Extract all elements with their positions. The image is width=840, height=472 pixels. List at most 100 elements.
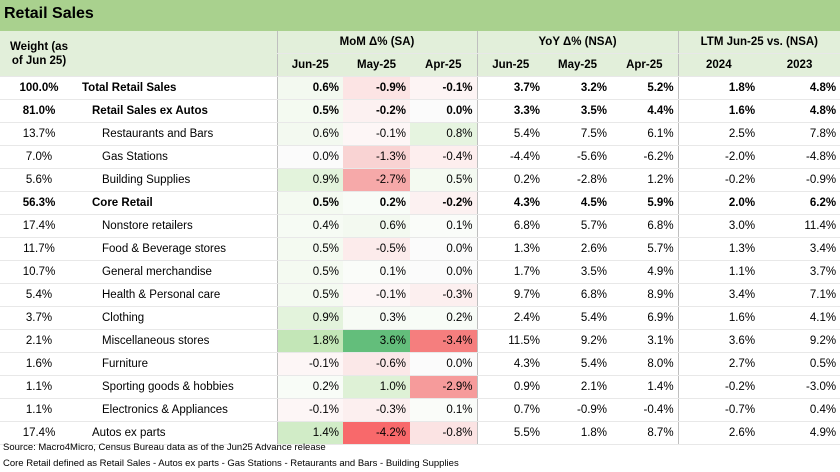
- group-header-ltm: LTM Jun-25 vs. (NSA): [677, 31, 840, 54]
- value-cell: 4.9%: [611, 260, 679, 284]
- value-cell: 1.3%: [476, 237, 545, 261]
- value-cell: 4.3%: [476, 352, 545, 376]
- value-cell: 6.2%: [759, 191, 840, 215]
- footer-note: Core Retail defined as Retail Sales - Au…: [3, 458, 459, 469]
- value-cell: 11.5%: [476, 329, 545, 353]
- value-cell: 9.7%: [476, 283, 545, 307]
- value-cell: -0.3%: [343, 398, 410, 422]
- value-cell: -2.7%: [343, 168, 410, 192]
- table-row: 1.6% Furniture -0.1% -0.6% 0.0% 4.3% 5.4% 8.0% 2…: [0, 352, 840, 376]
- value-cell: 5.9%: [611, 191, 679, 215]
- value-cell: 6.8%: [476, 214, 545, 238]
- category-label: Core Retail: [78, 191, 277, 215]
- value-cell: 0.1%: [410, 398, 478, 422]
- value-cell: -0.2%: [677, 168, 760, 192]
- value-cell: 0.4%: [276, 214, 343, 238]
- value-cell: 5.2%: [611, 76, 679, 100]
- value-cell: 0.0%: [410, 237, 478, 261]
- weight-cell: 100.0%: [0, 76, 78, 100]
- col-header: Apr-25: [410, 53, 478, 77]
- value-cell: 2.6%: [544, 237, 612, 261]
- header-row-cols: Jun-25 May-25 Apr-25 Jun-25 May-25 Apr-2…: [0, 53, 840, 77]
- value-cell: -0.1%: [276, 398, 343, 422]
- category-label: Clothing: [78, 306, 277, 330]
- weight-header: Weight (as of Jun 25): [0, 31, 78, 77]
- value-cell: 3.7%: [476, 76, 545, 100]
- table-row: 13.7% Restaurants and Bars 0.6% -0.1% 0.8% 5.…: [0, 122, 840, 146]
- header-row-groups: Weight (as of Jun 25) MoM Δ% (SA) YoY Δ%…: [0, 31, 840, 77]
- value-cell: 0.2%: [410, 306, 478, 330]
- value-cell: 0.5%: [410, 168, 478, 192]
- category-label: Retail Sales ex Autos: [78, 99, 277, 123]
- value-cell: 3.0%: [677, 214, 760, 238]
- value-cell: 2.4%: [476, 306, 545, 330]
- col-header: May-25: [343, 53, 410, 77]
- value-cell: -0.5%: [343, 237, 410, 261]
- value-cell: -0.8%: [410, 421, 478, 445]
- value-cell: 0.9%: [276, 306, 343, 330]
- value-cell: 1.2%: [611, 168, 679, 192]
- value-cell: 4.3%: [476, 191, 545, 215]
- weight-cell: 7.0%: [0, 145, 78, 169]
- value-cell: -4.4%: [476, 145, 545, 169]
- value-cell: 0.1%: [410, 214, 478, 238]
- value-cell: 1.1%: [677, 260, 760, 284]
- value-cell: 6.8%: [544, 283, 612, 307]
- value-cell: 4.8%: [759, 76, 840, 100]
- value-cell: 0.5%: [276, 237, 343, 261]
- value-cell: 3.4%: [759, 237, 840, 261]
- value-cell: -4.2%: [343, 421, 410, 445]
- value-cell: -2.8%: [544, 168, 612, 192]
- value-cell: 4.9%: [759, 421, 840, 445]
- value-cell: -5.6%: [544, 145, 612, 169]
- weight-cell: 17.4%: [0, 421, 78, 445]
- col-header: May-25: [544, 53, 612, 77]
- category-label: Gas Stations: [78, 145, 277, 169]
- weight-cell: 11.7%: [0, 237, 78, 261]
- col-header: 2024: [677, 53, 760, 77]
- value-cell: 0.4%: [759, 398, 840, 422]
- value-cell: 1.8%: [544, 421, 612, 445]
- value-cell: 1.7%: [476, 260, 545, 284]
- col-header: Jun-25: [276, 53, 343, 77]
- table-row: 1.1% Sporting goods & hobbies 0.2% 1.0% -2.9…: [0, 375, 840, 399]
- value-cell: 3.3%: [476, 99, 545, 123]
- value-cell: 0.0%: [410, 352, 478, 376]
- value-cell: 0.5%: [276, 191, 343, 215]
- value-cell: -4.8%: [759, 145, 840, 169]
- value-cell: 3.1%: [611, 329, 679, 353]
- table-row: 5.4% Health & Personal care 0.5% -0.1% -0.3%…: [0, 283, 840, 307]
- value-cell: 9.2%: [544, 329, 612, 353]
- value-cell: -0.2%: [343, 99, 410, 123]
- col-header: Apr-25: [611, 53, 679, 77]
- value-cell: 8.7%: [611, 421, 679, 445]
- value-cell: 4.5%: [544, 191, 612, 215]
- value-cell: 0.6%: [276, 76, 343, 100]
- value-cell: 0.0%: [410, 260, 478, 284]
- value-cell: -0.4%: [410, 145, 478, 169]
- table-row: 2.1% Miscellaneous stores 1.8% 3.6% -3.4% 11.…: [0, 329, 840, 353]
- value-cell: 8.9%: [611, 283, 679, 307]
- value-cell: 3.5%: [544, 260, 612, 284]
- table-row: 3.7% Clothing 0.9% 0.3% 0.2% 2.4% 5.4% 6.9% 1.6%…: [0, 306, 840, 330]
- value-cell: 0.5%: [276, 283, 343, 307]
- category-label: Restaurants and Bars: [78, 122, 277, 146]
- value-cell: 5.7%: [611, 237, 679, 261]
- table-row: 56.3% Core Retail 0.5% 0.2% -0.2% 4.3% 4.5% 5.9…: [0, 191, 840, 215]
- value-cell: 0.8%: [410, 122, 478, 146]
- value-cell: -0.9%: [544, 398, 612, 422]
- value-cell: 1.0%: [343, 375, 410, 399]
- table-row: 10.7% General merchandise 0.5% 0.1% 0.0% 1.7%…: [0, 260, 840, 284]
- value-cell: 0.2%: [276, 375, 343, 399]
- weight-cell: 3.7%: [0, 306, 78, 330]
- value-cell: -0.9%: [759, 168, 840, 192]
- value-cell: 0.5%: [276, 260, 343, 284]
- value-cell: -0.1%: [276, 352, 343, 376]
- group-header-yoy: YoY Δ% (NSA): [476, 31, 679, 54]
- weight-cell: 2.1%: [0, 329, 78, 353]
- value-cell: 7.8%: [759, 122, 840, 146]
- category-label: Furniture: [78, 352, 277, 376]
- weight-cell: 1.1%: [0, 398, 78, 422]
- value-cell: 3.4%: [677, 283, 760, 307]
